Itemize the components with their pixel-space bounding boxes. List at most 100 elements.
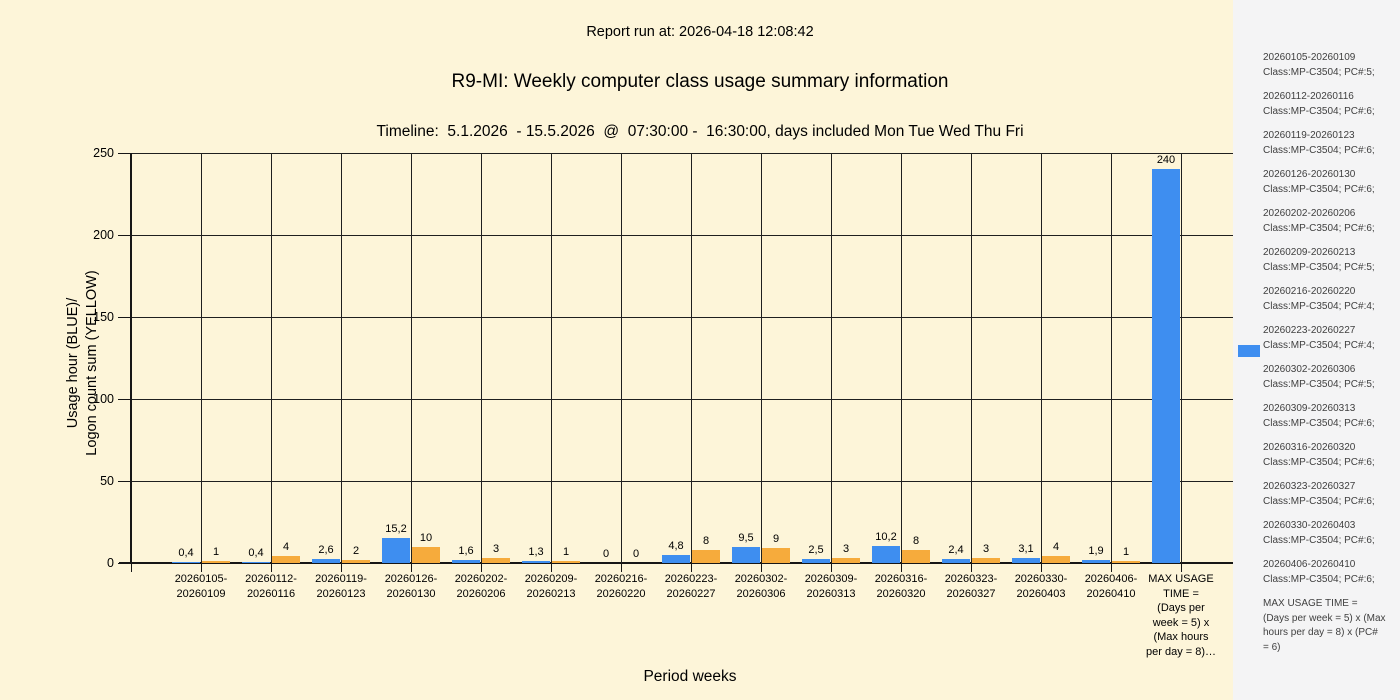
y-tick-label: 150 <box>93 310 114 324</box>
category-gridline <box>900 153 902 563</box>
logon-bar-value: 2 <box>352 545 360 557</box>
x-axis-tick <box>340 563 342 572</box>
logon-bar-value: 3 <box>492 543 500 555</box>
legend-entry: 20260105-20260109 Class:MP-C3504; PC#:5; <box>1263 51 1375 80</box>
usage-bar-value: 4,8 <box>668 540 684 552</box>
usage-bar-value: 2,6 <box>318 544 334 556</box>
x-category-label-line: 20260119- <box>315 573 367 585</box>
x-category-label: 20260330- 20260403 <box>1006 572 1076 601</box>
x-category-label-line: week = 5) x <box>1152 616 1210 629</box>
y-axis-title-line2: Logon count sum (YELLOW) <box>84 270 100 456</box>
usage-bar <box>732 547 760 563</box>
usage-bar-value: 1,9 <box>1088 545 1104 557</box>
x-category-label-line: TIME = <box>1163 587 1199 600</box>
legend-entry-period: 20260112-20260116 <box>1263 91 1354 102</box>
logon-bar-value: 4 <box>282 541 290 553</box>
usage-bar-value: 0 <box>602 548 610 560</box>
legend-entry-detail: Class:MP-C3504; PC#:6; <box>1263 573 1375 585</box>
legend-entry: 20260323-20260327 Class:MP-C3504; PC#:6; <box>1263 480 1375 509</box>
x-category-label-line: 20260403 <box>1016 587 1066 600</box>
legend-entry-detail: Class:MP-C3504; PC#:5; <box>1263 261 1375 273</box>
x-category-label-line: 20260109 <box>176 587 226 600</box>
chart-title: R9-MI: Weekly computer class usage summa… <box>451 71 949 92</box>
y-axis-tick <box>118 234 131 236</box>
logon-bar <box>762 548 790 563</box>
usage-bar-value: 9,5 <box>738 532 754 544</box>
logon-bar-value: 9 <box>772 533 780 545</box>
legend-entry-detail: Class:MP-C3504; PC#:6; <box>1263 183 1375 195</box>
y-gridline <box>131 316 1233 318</box>
x-axis-tick <box>690 563 692 572</box>
category-gridline <box>690 153 692 563</box>
chart-subtitle-timeline: Timeline: 5.1.2026 - 15.5.2026 @ 07:30:0… <box>376 123 1024 140</box>
usage-bar-value: 2,5 <box>808 544 824 556</box>
logon-bar-value: 0 <box>632 548 640 560</box>
y-axis-tick <box>118 152 131 154</box>
x-category-label-line: 20260320 <box>876 587 926 600</box>
legend-entry: 20260202-20260206 Class:MP-C3504; PC#:6; <box>1263 207 1375 236</box>
legend-entry-detail: Class:MP-C3504; PC#:6; <box>1263 456 1375 468</box>
y-gridline <box>131 480 1233 482</box>
y-axis-title-line1: Usage hour (BLUE)/ <box>65 297 81 429</box>
x-category-label: 20260216- 20260220 <box>586 572 656 601</box>
logon-bar <box>1112 561 1140 563</box>
y-gridline <box>131 234 1233 236</box>
category-gridline <box>1040 153 1042 563</box>
x-category-label-line: per day = 8)… <box>1146 645 1217 658</box>
legend-entry-period: 20260216-20260220 <box>1263 286 1356 297</box>
x-category-label: 20260406- 20260410 <box>1076 572 1146 601</box>
usage-bar <box>382 538 410 563</box>
legend-entry: 20260112-20260116 Class:MP-C3504; PC#:6; <box>1263 90 1375 119</box>
usage-bar-value: 10,2 <box>875 531 897 543</box>
x-axis-tick <box>900 563 902 572</box>
x-category-label-line: 20260327 <box>946 587 996 600</box>
x-category-label-line: 20260116 <box>246 587 296 600</box>
x-category-label: 20260209- 20260213 <box>516 572 586 601</box>
x-axis-line <box>119 562 1238 564</box>
x-category-label-line: 20260227 <box>666 587 716 600</box>
logon-bar <box>342 560 370 563</box>
x-category-label-line: 20260130 <box>386 587 436 600</box>
x-category-label: 20260119- 20260123 <box>306 572 376 601</box>
logon-bar-value: 10 <box>419 532 433 544</box>
logon-bar-value: 3 <box>842 543 850 555</box>
legend-entry-detail: Class:MP-C3504; PC#:6; <box>1263 417 1375 429</box>
category-gridline <box>620 153 622 563</box>
x-category-label-line: 20260105- <box>174 573 228 585</box>
legend-entry: 20260126-20260130 Class:MP-C3504; PC#:6; <box>1263 168 1375 197</box>
category-gridline <box>340 153 342 563</box>
legend-entry: 20260209-20260213 Class:MP-C3504; PC#:5; <box>1263 246 1375 275</box>
legend-entry-period: 20260330-20260403 <box>1263 520 1356 531</box>
x-category-label-line: 20260410 <box>1086 587 1136 600</box>
legend-entry-detail: Class:MP-C3504; PC#:5; <box>1263 378 1375 390</box>
logon-bar <box>832 558 860 563</box>
legend-entry-detail: Class:MP-C3504; PC#:6; <box>1263 105 1375 117</box>
usage-bar <box>242 562 270 563</box>
usage-bar-value: 15,2 <box>385 523 407 535</box>
x-axis-tick <box>620 563 622 572</box>
usage-bar <box>662 555 690 563</box>
x-axis-tick <box>970 563 972 572</box>
logon-bar <box>972 558 1000 563</box>
usage-bar <box>172 562 200 563</box>
legend-entry-detail: hours per day = 8) x (PC# <box>1263 627 1378 639</box>
category-gridline <box>830 153 832 563</box>
y-axis-tick <box>118 316 131 318</box>
x-category-label: 20260126- 20260130 <box>376 572 446 601</box>
usage-bar-value: 1,6 <box>458 545 474 557</box>
usage-bar <box>1152 169 1180 563</box>
x-category-label-line: (Days per <box>1157 602 1205 614</box>
logon-bar <box>902 550 930 563</box>
x-category-label-line: 20260302- <box>734 573 788 585</box>
logon-bar-value: 1 <box>1122 546 1130 558</box>
logon-bar <box>1042 556 1070 563</box>
usage-bar-value: 240 <box>1156 154 1176 166</box>
category-gridline <box>270 153 272 563</box>
legend-entry-period: 20260119-20260123 <box>1263 130 1355 141</box>
category-gridline <box>1110 153 1112 563</box>
category-gridline <box>550 153 552 563</box>
x-axis-tick <box>760 563 762 572</box>
legend-entry-period: 20260323-20260327 <box>1263 481 1356 492</box>
y-tick-label: 250 <box>93 146 114 160</box>
y-tick-label: 100 <box>93 392 114 406</box>
